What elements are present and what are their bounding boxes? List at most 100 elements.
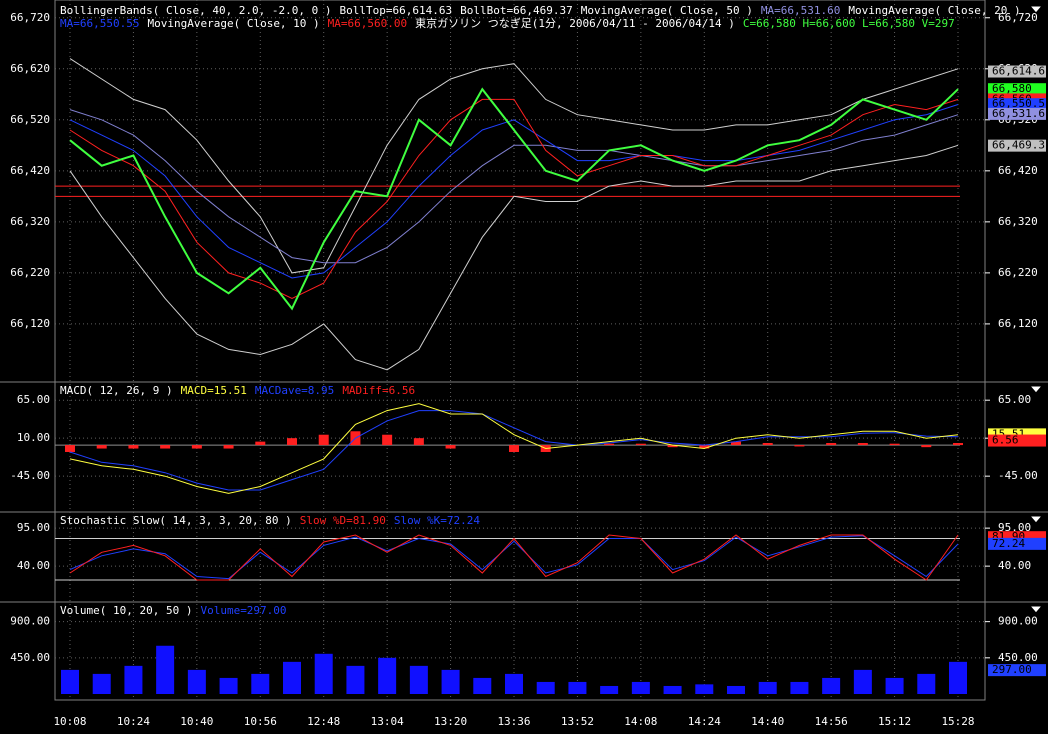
bar — [251, 673, 270, 694]
x-tick-label: 15:28 — [941, 715, 974, 728]
price-tag — [988, 83, 1046, 96]
legend-entry: MACDave=8.95 — [255, 384, 334, 397]
histogram-bar — [445, 445, 456, 449]
x-tick-label: 10:56 — [244, 715, 277, 728]
y-tick-label-right: 450.00 — [998, 651, 1038, 664]
plot-area — [54, 0, 986, 701]
legend-entry: Volume=297.00 — [200, 604, 286, 617]
price-tag — [988, 65, 1046, 78]
y-tick-label: 66,420 — [10, 164, 50, 177]
bar — [695, 684, 714, 694]
y-tick-label-right: 40.00 — [998, 559, 1031, 572]
bar — [663, 685, 682, 694]
y-tick-label-right: 66,320 — [998, 215, 1038, 228]
series-line — [69, 535, 959, 580]
price-tag — [988, 537, 1046, 550]
x-tick-label: 10:24 — [117, 715, 150, 728]
histogram-bar — [731, 441, 741, 446]
price-tag-label: 72.24 — [992, 537, 1025, 550]
histogram-bar — [604, 443, 615, 446]
x-tick-label: 13:36 — [497, 715, 530, 728]
histogram-bar — [953, 443, 963, 446]
bar — [409, 665, 428, 694]
y-tick-label: 10.00 — [17, 431, 50, 444]
histogram-bar — [762, 443, 773, 446]
bar — [473, 677, 492, 694]
histogram-bar — [635, 443, 646, 446]
legend-entry: MA=66,560.00 — [328, 17, 407, 30]
y-tick-label-right: 66,720 — [998, 11, 1038, 24]
x-tick-label: 14:08 — [624, 715, 657, 728]
histogram-bar — [65, 445, 75, 452]
y-tick-label: 66,320 — [10, 215, 50, 228]
y-tick-label: 40.00 — [17, 559, 50, 572]
y-tick-label: 65.00 — [17, 393, 50, 406]
price-tag — [988, 98, 1046, 111]
price-tag — [988, 664, 1046, 677]
panel-menu — [1028, 385, 1044, 394]
price-tag — [988, 434, 1046, 447]
legend-entry: Slow %D=81.90 — [300, 514, 386, 527]
legend-entry: MovingAverage( Close, 50 ) — [581, 4, 753, 17]
histogram-bar — [160, 445, 171, 449]
price-tag-label: 66,580 — [992, 82, 1032, 95]
y-tick-label-right: 95.00 — [998, 521, 1031, 534]
y-tick-label-right: 900.00 — [998, 615, 1038, 628]
y-tick-label: 450.00 — [10, 651, 50, 664]
histogram-bar — [128, 445, 139, 449]
bar — [61, 669, 79, 694]
x-tick-label: 14:24 — [688, 715, 721, 728]
series-line — [69, 87, 959, 311]
histogram-bar — [223, 445, 234, 449]
bar — [822, 677, 841, 694]
histogram-bar — [413, 438, 424, 446]
series-line — [69, 534, 959, 581]
x-tick-label: 12:48 — [307, 715, 340, 728]
y-tick-label: 66,220 — [10, 266, 50, 279]
bar — [124, 665, 143, 694]
y-tick-label: 900.00 — [10, 615, 50, 628]
histogram-bar — [96, 445, 107, 449]
price-tag-label: 297.00 — [992, 663, 1032, 676]
legend-entry: BollTop=66,614.63 — [340, 4, 453, 17]
legend-entry: MA=66,550.55 — [60, 17, 139, 30]
bar — [536, 681, 555, 694]
y-tick-label: 66,520 — [10, 113, 50, 126]
legend-entry: MADiff=6.56 — [342, 384, 415, 397]
bar — [314, 653, 333, 694]
bar — [853, 669, 872, 694]
series-line — [69, 109, 959, 264]
histogram-bar — [699, 445, 710, 449]
bar — [790, 681, 809, 694]
histogram-bar — [667, 445, 678, 448]
series-line — [69, 403, 959, 494]
bar — [505, 673, 523, 694]
bar — [441, 669, 460, 694]
histogram-bar — [826, 443, 837, 446]
price-tag-label: 66,614.6 — [992, 65, 1045, 78]
series-line — [69, 98, 959, 299]
x-tick-label: 10:08 — [53, 715, 86, 728]
x-tick-label: 13:04 — [371, 715, 404, 728]
x-tick-label: 14:40 — [751, 715, 784, 728]
y-tick-label-right: -45.00 — [998, 469, 1038, 482]
histogram-bar — [382, 434, 393, 446]
legend-entry: 東京ガソリン つなぎ足(1分, 2006/04/11 - 2006/04/14 … — [415, 16, 735, 30]
histogram-bar — [921, 445, 932, 448]
bar — [378, 657, 397, 694]
price-tag-label: 66,550.5 — [992, 97, 1045, 110]
y-tick-label: 66,120 — [10, 317, 50, 330]
bar — [219, 677, 238, 694]
panel-menu — [1028, 515, 1044, 524]
series-line — [69, 144, 959, 371]
legend-entry: BollBot=66,469.37 — [460, 4, 573, 17]
y-tick-label-right: 66,420 — [998, 164, 1038, 177]
series-line — [69, 58, 959, 274]
bar — [568, 681, 587, 694]
bar — [885, 677, 904, 694]
legend-entry: MACD=15.51 — [181, 384, 247, 397]
histogram-bar — [318, 434, 329, 446]
price-tag-label: 6.56 — [992, 434, 1019, 447]
bar — [600, 685, 619, 694]
